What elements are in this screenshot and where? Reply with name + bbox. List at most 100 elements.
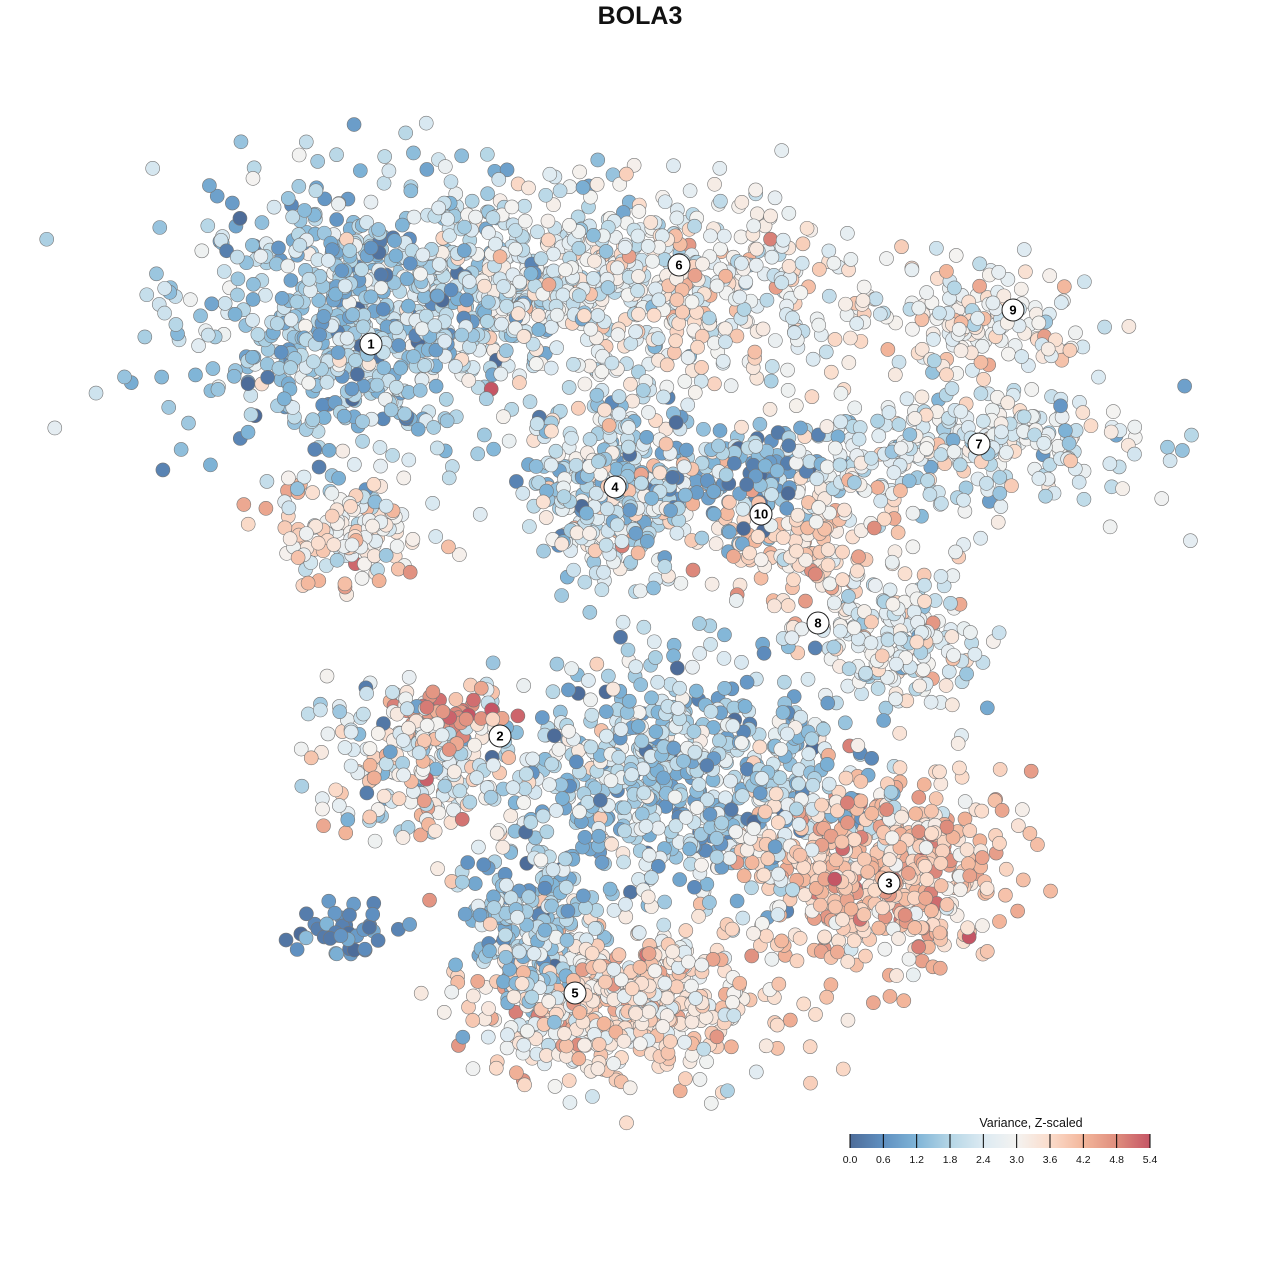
data-point xyxy=(1076,491,1092,507)
data-point xyxy=(868,291,884,307)
data-point xyxy=(811,500,826,515)
data-point xyxy=(877,941,893,957)
data-point xyxy=(419,718,435,733)
data-point xyxy=(315,801,330,817)
data-point xyxy=(437,778,453,794)
data-point xyxy=(473,680,489,696)
data-point xyxy=(797,887,813,902)
data-point xyxy=(548,443,564,459)
data-point xyxy=(992,470,1008,485)
data-point xyxy=(327,905,343,921)
data-point xyxy=(276,391,292,407)
data-point xyxy=(246,277,261,292)
data-point xyxy=(760,851,776,866)
data-point xyxy=(651,292,667,308)
data-point xyxy=(621,420,636,435)
data-point xyxy=(773,741,789,757)
data-point xyxy=(709,1029,725,1045)
data-point xyxy=(469,770,484,785)
data-point xyxy=(820,695,836,711)
data-point xyxy=(677,1034,692,1050)
data-point xyxy=(1013,281,1029,297)
data-point xyxy=(840,815,855,831)
data-point xyxy=(980,944,995,959)
data-point xyxy=(692,616,707,631)
data-point xyxy=(901,866,916,881)
data-point xyxy=(482,916,498,932)
data-point xyxy=(700,792,715,807)
data-point xyxy=(889,968,904,983)
data-point xyxy=(775,232,791,248)
data-point xyxy=(396,470,412,486)
data-point xyxy=(340,812,356,828)
data-point xyxy=(805,351,821,367)
data-point xyxy=(338,825,354,841)
data-point xyxy=(589,177,605,192)
data-point xyxy=(245,312,260,328)
data-point xyxy=(359,686,374,701)
data-point xyxy=(310,154,325,169)
data-point xyxy=(723,378,739,393)
data-point xyxy=(614,534,630,549)
data-point xyxy=(847,475,862,490)
data-point xyxy=(905,539,921,555)
data-point xyxy=(401,720,416,736)
data-point xyxy=(823,977,839,993)
data-point xyxy=(301,375,317,391)
data-point xyxy=(1154,491,1170,506)
data-point xyxy=(528,356,544,372)
data-point xyxy=(549,307,565,323)
data-point xyxy=(346,117,362,132)
data-point xyxy=(462,794,478,810)
data-point xyxy=(434,727,450,743)
data-point xyxy=(455,1029,471,1045)
data-point xyxy=(496,409,511,424)
data-point xyxy=(774,275,789,290)
data-point xyxy=(291,147,307,163)
data-point xyxy=(712,733,727,749)
data-point xyxy=(1115,481,1130,496)
data-point xyxy=(908,806,923,822)
data-point xyxy=(641,847,657,863)
data-point xyxy=(260,370,275,385)
data-point xyxy=(402,917,417,932)
data-point xyxy=(636,619,652,635)
data-point xyxy=(734,256,749,271)
data-point xyxy=(410,421,426,437)
data-point xyxy=(884,554,900,570)
data-point xyxy=(917,859,933,874)
data-point xyxy=(590,152,606,168)
data-point xyxy=(801,746,817,762)
data-point xyxy=(354,262,369,277)
data-point xyxy=(599,728,614,744)
data-point xyxy=(1038,488,1053,504)
data-point xyxy=(477,278,492,294)
data-point xyxy=(531,322,547,338)
data-point xyxy=(672,1083,688,1099)
data-point xyxy=(894,809,909,825)
data-point xyxy=(678,1071,693,1086)
data-point xyxy=(378,548,394,563)
data-point xyxy=(362,809,378,825)
data-point xyxy=(611,947,627,962)
data-point xyxy=(606,962,622,977)
data-point xyxy=(846,933,862,949)
data-point xyxy=(736,868,752,884)
data-point xyxy=(948,248,964,263)
data-point xyxy=(808,514,824,530)
data-point xyxy=(748,438,764,454)
data-point xyxy=(1077,274,1092,290)
data-point xyxy=(337,576,353,592)
data-point xyxy=(168,317,184,332)
data-point xyxy=(634,733,650,749)
data-point xyxy=(405,532,421,547)
data-point xyxy=(957,794,973,809)
data-point xyxy=(905,321,920,337)
data-point xyxy=(746,218,762,234)
data-point xyxy=(904,262,920,278)
data-point xyxy=(448,359,463,374)
data-point xyxy=(329,946,344,962)
data-point xyxy=(669,525,685,541)
data-point xyxy=(648,650,663,665)
data-point xyxy=(630,718,646,734)
